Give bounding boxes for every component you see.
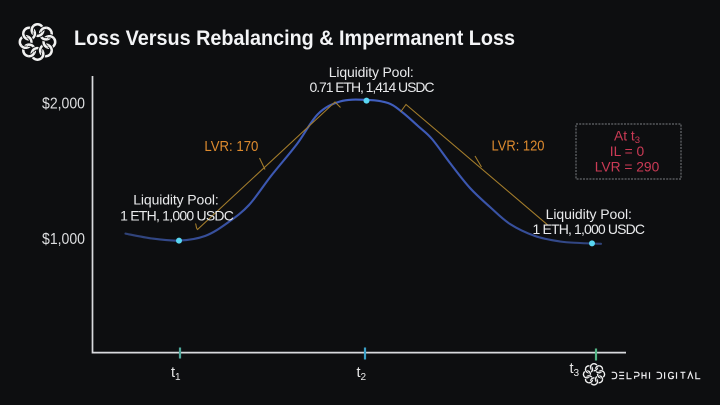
svg-text:t2: t2 [357,365,367,383]
svg-text:Loss Versus Rebalancing & Impe: Loss Versus Rebalancing & Impermanent Lo… [74,26,515,50]
svg-text:LVR: 120: LVR: 120 [492,138,545,155]
svg-text:1 ETH, 1,000 USDC: 1 ETH, 1,000 USDC [120,207,234,223]
svg-text:At t3: At t3 [614,129,640,147]
svg-text:Liquidity Pool:: Liquidity Pool: [329,64,414,80]
svg-text:LVR: 170: LVR: 170 [204,138,258,155]
svg-text:Liquidity Pool:: Liquidity Pool: [133,191,219,207]
svg-text:t1: t1 [171,365,181,383]
svg-text:Liquidity Pool:: Liquidity Pool: [546,206,632,222]
svg-text:1 ETH, 1,000 USDC: 1 ETH, 1,000 USDC [533,221,646,237]
svg-text:t3: t3 [570,361,580,379]
svg-text:$1,000: $1,000 [42,231,85,248]
svg-text:0.71 ETH, 1,414 USDC: 0.71 ETH, 1,414 USDC [310,79,435,95]
svg-text:$2,000: $2,000 [42,95,85,112]
svg-text:IL = 0: IL = 0 [610,144,645,159]
svg-text:LVR = 290: LVR = 290 [595,160,660,175]
